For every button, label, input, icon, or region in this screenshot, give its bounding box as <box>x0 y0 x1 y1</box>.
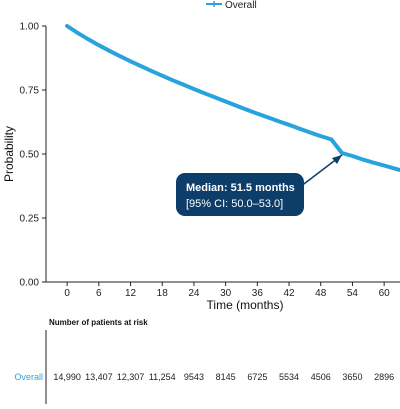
risk-value: 14,990 <box>53 372 81 382</box>
risk-value: 5534 <box>279 372 299 382</box>
x-tick-label: 6 <box>96 288 102 299</box>
legend: Overall <box>206 0 257 11</box>
risk-values-row: 14,990 13,407 12,307 11,254 9543 8145 6725 5534… <box>53 372 394 382</box>
risk-value: 2896 <box>374 372 394 382</box>
x-tick-label: 60 <box>379 288 391 299</box>
risk-row-label-overall: Overall <box>14 372 43 382</box>
y-axis-label: Probability <box>2 126 16 182</box>
x-tick-label: 0 <box>64 288 70 299</box>
risk-value: 6725 <box>247 372 267 382</box>
y-axis-ticks: 0.00 0.25 0.50 0.75 1.00 <box>20 22 46 289</box>
y-tick-label: 1.00 <box>20 22 40 33</box>
legend-label-overall: Overall <box>225 0 257 11</box>
risk-value: 9543 <box>184 372 204 382</box>
risk-value: 12,307 <box>117 372 145 382</box>
x-tick-label: 48 <box>315 288 327 299</box>
x-axis-ticks: 0 6 12 18 24 30 36 42 48 54 60 <box>64 282 390 299</box>
annotation-arrowhead-icon <box>332 155 342 164</box>
x-tick-label: 54 <box>347 288 359 299</box>
series-line-overall <box>65 24 400 173</box>
annotation-median: Median: 51.5 months <box>186 182 295 194</box>
risk-value: 11,254 <box>149 372 176 382</box>
x-axis-label: Time (months) <box>207 298 284 312</box>
risk-value: 8145 <box>216 372 236 382</box>
x-tick-label: 18 <box>157 288 169 299</box>
y-tick-label: 0.75 <box>20 86 40 97</box>
y-tick-label: 0.25 <box>20 214 40 225</box>
annotation-ci: [95% CI: 50.0–53.0] <box>186 198 283 210</box>
y-tick-label: 0.50 <box>20 150 40 161</box>
x-tick-label: 12 <box>125 288 137 299</box>
y-tick-label: 0.00 <box>20 278 40 289</box>
x-tick-label: 42 <box>283 288 295 299</box>
x-tick-label: 30 <box>220 288 232 299</box>
risk-table-title: Number of patients at risk <box>49 318 148 327</box>
annotation-box <box>176 173 304 216</box>
risk-value: 4506 <box>311 372 331 382</box>
risk-value: 13,407 <box>85 372 113 382</box>
risk-value: 3650 <box>342 372 362 382</box>
x-tick-label: 36 <box>252 288 264 299</box>
risk-table: Number of patients at risk Overall 14,99… <box>14 318 394 404</box>
x-tick-label: 24 <box>188 288 200 299</box>
median-annotation: Median: 51.5 months [95% CI: 50.0–53.0] <box>176 154 343 216</box>
